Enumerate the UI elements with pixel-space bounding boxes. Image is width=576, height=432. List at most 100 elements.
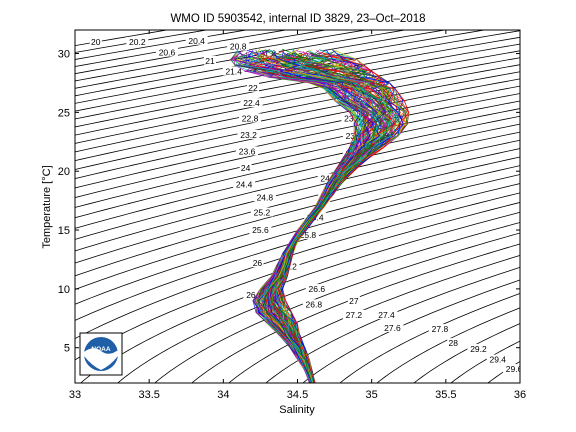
contour-label: 20.2: [129, 37, 146, 47]
density-contour-line: [75, 93, 520, 189]
contour-label-backdrop: [342, 309, 365, 319]
contour-label: 20.8: [230, 42, 247, 52]
contour-label: 27.8: [432, 324, 449, 334]
x-axis-label: Salinity: [279, 404, 315, 416]
contour-label: 28: [449, 338, 459, 348]
density-contour-line: [75, 30, 329, 75]
y-axis-label: Temperature [°C]: [41, 165, 53, 248]
contour-label-backdrop: [381, 322, 404, 332]
contour-label: 25.6: [252, 225, 269, 235]
contour-label-backdrop: [302, 299, 325, 309]
x-tick-label: 33: [69, 389, 81, 401]
y-tick-label: 15: [58, 225, 70, 237]
y-tick-label: 30: [58, 49, 70, 61]
plot-area: 20 20.2 20.4 20.6 20.8 21 21.4 22 22.4 22.8 23.2 23…: [75, 30, 523, 383]
contour-label-backdrop: [126, 36, 149, 46]
x-tick-label: 35: [366, 389, 378, 401]
profile-line: [278, 56, 410, 383]
contour-label-backdrop: [236, 146, 259, 156]
contour-label: 23.2: [240, 130, 257, 140]
density-contour-line: [75, 57, 520, 144]
contour-label: 24: [241, 163, 251, 173]
contour-label-backdrop: [185, 35, 208, 45]
density-contour-line: [75, 30, 368, 82]
contour-label-backdrop: [375, 309, 398, 319]
density-contour-line: [75, 30, 487, 104]
x-tick-label: 36: [514, 389, 526, 401]
x-tick-label: 33.5: [138, 389, 159, 401]
contour-label: 25.2: [254, 208, 271, 218]
contour-label-backdrop: [447, 338, 460, 348]
density-contour-line: [75, 183, 520, 321]
x-tick-label: 35.5: [435, 389, 456, 401]
contour-label-backdrop: [467, 344, 490, 354]
contour-label-backdrop: [503, 364, 520, 374]
contour-label-backdrop: [203, 55, 216, 65]
contour-label: 29.4: [489, 355, 506, 365]
contour-label: 24.8: [257, 192, 274, 202]
contour-label-backdrop: [240, 98, 263, 108]
density-contour-line: [75, 30, 448, 97]
contour-label: 24.4: [236, 179, 253, 189]
contour-label-backdrop: [305, 284, 328, 294]
contour-label-backdrop: [89, 36, 102, 46]
y-tick-label: 5: [64, 343, 70, 355]
density-contour-line: [75, 43, 520, 128]
density-contour-line: [75, 85, 520, 180]
density-contour-line: [75, 36, 520, 120]
noaa-logo: NOAA: [79, 332, 123, 376]
density-contour-line: [413, 323, 520, 383]
density-contour-line: [75, 100, 520, 198]
contour-label-backdrop: [250, 207, 273, 217]
contour-label: 29.6: [506, 364, 523, 374]
contour-label: 27: [349, 296, 359, 306]
density-contour-line: [80, 211, 520, 383]
contour-label: 20.4: [188, 36, 205, 46]
profile-line: [275, 54, 398, 383]
contour-label-backdrop: [317, 173, 340, 183]
contour-label-backdrop: [237, 129, 260, 139]
profile-line: [243, 53, 362, 383]
density-contour-line: [75, 78, 520, 170]
contour-label-backdrop: [256, 48, 279, 58]
contour-label: 22.8: [242, 113, 259, 123]
contour-label-backdrop: [155, 47, 178, 57]
contour-label: 23.6: [239, 146, 256, 156]
contour-label-backdrop: [239, 113, 262, 123]
y-tick-label: 10: [58, 284, 70, 296]
density-contour-line: [75, 30, 210, 53]
density-contour-line: [75, 30, 289, 67]
contour-label-backdrop: [428, 324, 451, 334]
contour-label-backdrop: [347, 295, 360, 305]
density-contour-line: [75, 71, 520, 162]
contour-label: 27.4: [378, 310, 395, 320]
profile-line: [263, 57, 385, 383]
density-contour-line: [75, 30, 170, 47]
density-contour-line: [75, 174, 520, 305]
contour-label-backdrop: [251, 258, 264, 268]
density-contour-line: [75, 64, 520, 153]
contour-label: 20.6: [159, 48, 176, 58]
density-contour-line: [75, 165, 520, 290]
contour-label: 21.8: [260, 49, 277, 59]
density-contour-line: [228, 254, 520, 383]
contour-label-backdrop: [222, 66, 245, 76]
contour-label-backdrop: [233, 179, 256, 189]
contour-label-backdrop: [486, 354, 509, 364]
density-contour-line: [75, 50, 520, 136]
profile-lines: [229, 48, 410, 383]
contour-label-backdrop: [253, 192, 276, 202]
density-contour-line: [339, 292, 520, 383]
density-contour-line: [75, 131, 520, 240]
density-contour-line: [75, 148, 520, 264]
contour-label: 26: [253, 258, 263, 268]
density-contour-line: [154, 232, 520, 383]
contour-label: 25.8: [300, 230, 317, 240]
contour-label: 24.6: [320, 173, 337, 183]
contour-label: 27.2: [346, 310, 363, 320]
density-contour-line: [450, 340, 520, 383]
profile-line: [257, 54, 370, 383]
contour-label: 21.4: [225, 66, 242, 76]
contour-label: 26.6: [309, 284, 326, 294]
